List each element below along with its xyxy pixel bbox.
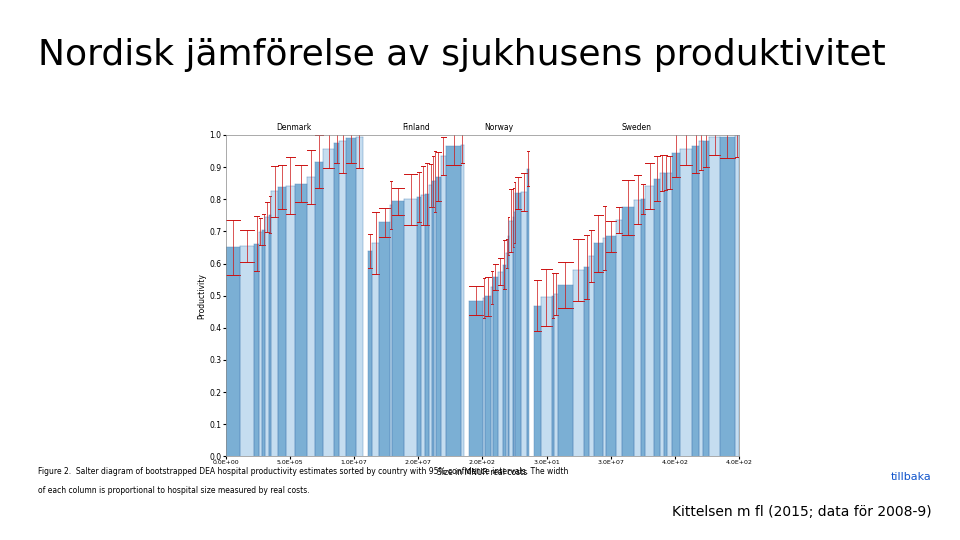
Text: Denmark: Denmark — [276, 123, 312, 132]
Text: Finland: Finland — [402, 123, 429, 132]
Text: Figure 2.  Salter diagram of bootstrapped DEA hospital productivity estimates so: Figure 2. Salter diagram of bootstrapped… — [38, 467, 568, 476]
Text: Kittelsen m fl (2015; data för 2008-9): Kittelsen m fl (2015; data för 2008-9) — [672, 505, 931, 519]
Text: of each column is proportional to hospital size measured by real costs.: of each column is proportional to hospit… — [38, 486, 310, 495]
Text: Nordisk jämförelse av sjukhusens produktivitet: Nordisk jämförelse av sjukhusens produkt… — [38, 38, 886, 72]
Text: Sweden: Sweden — [622, 123, 652, 132]
Y-axis label: Productivity: Productivity — [198, 273, 206, 319]
Text: tillbaka: tillbaka — [891, 472, 931, 483]
X-axis label: Size in MNUR real costs: Size in MNUR real costs — [437, 468, 528, 477]
Text: Norway: Norway — [485, 123, 514, 132]
